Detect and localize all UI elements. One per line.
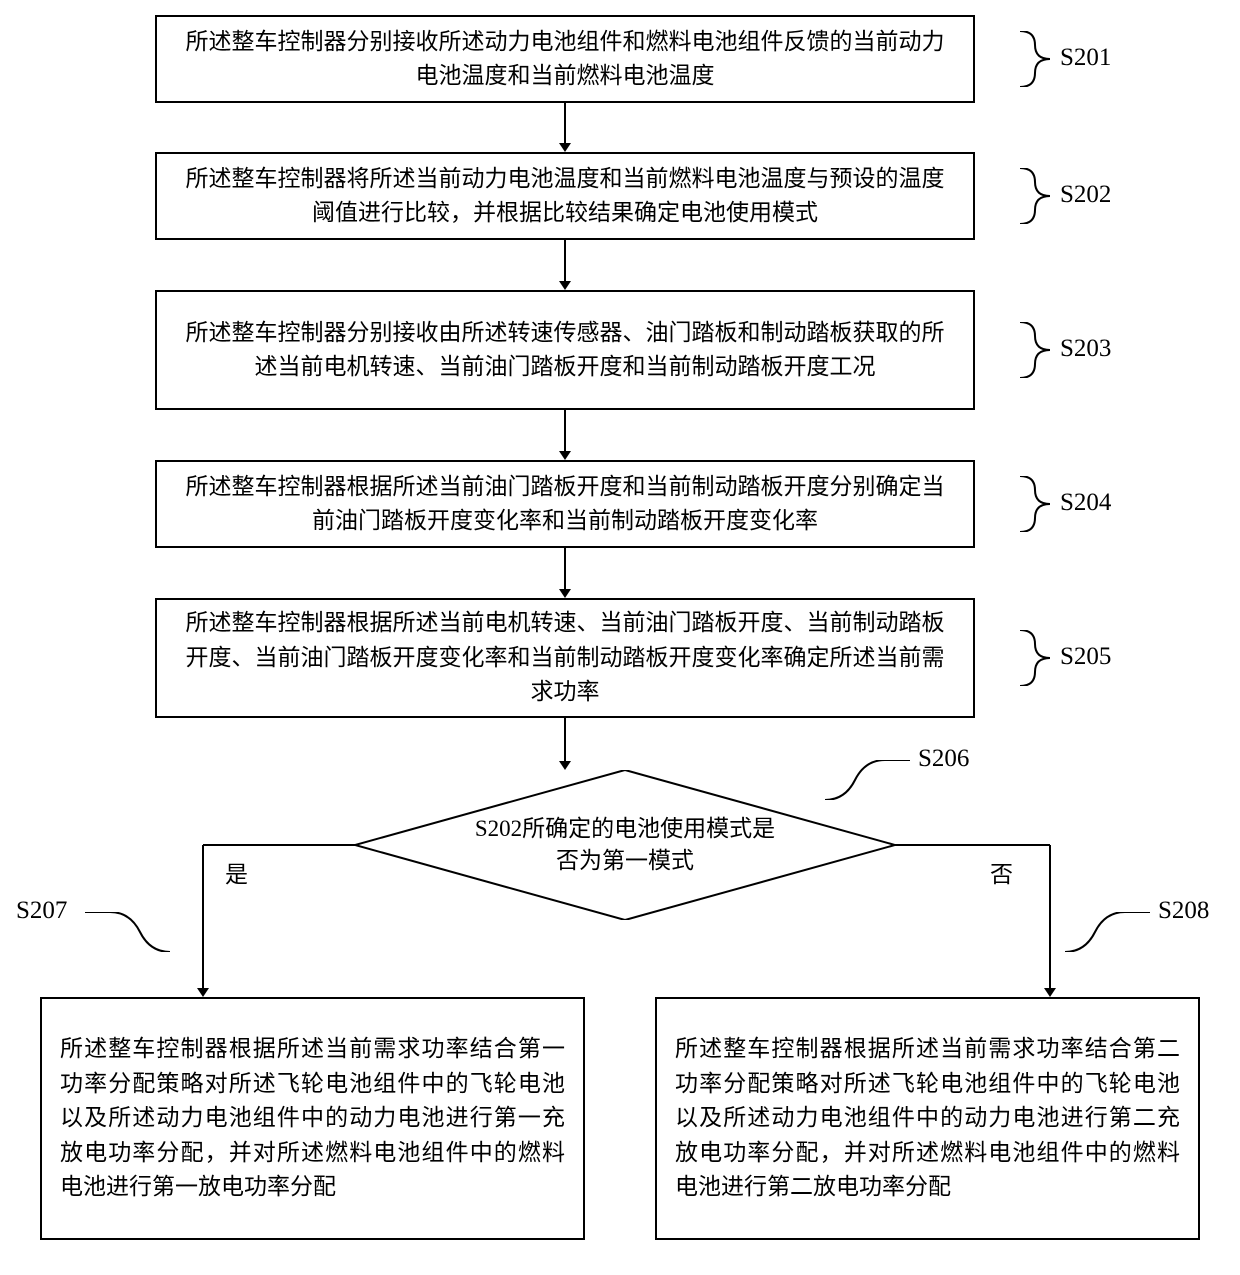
step-s204-text: 所述整车控制器根据所述当前油门踏板开度和当前制动踏板开度分别确定当前油门踏板开度…: [175, 470, 955, 539]
step-s201-text: 所述整车控制器分别接收所述动力电池组件和燃料电池组件反馈的当前动力电池温度和当前…: [175, 25, 955, 94]
bracket-s205: [1020, 630, 1050, 686]
connector-s207: [85, 912, 170, 952]
connector-s208: [1065, 912, 1150, 952]
step-s205: 所述整车控制器根据所述当前电机转速、当前油门踏板开度、当前制动踏板开度、当前油门…: [155, 598, 975, 718]
label-s208: S208: [1158, 897, 1209, 925]
step-s203: 所述整车控制器分别接收由所述转速传感器、油门踏板和制动踏板获取的所述当前电机转速…: [155, 290, 975, 410]
branch-s208-text: 所述整车控制器根据所述当前需求功率结合第二功率分配策略对所述飞轮电池组件中的飞轮…: [675, 1032, 1180, 1205]
decision-s206: S202所确定的电池使用模式是否为第一模式: [355, 770, 895, 920]
arrow-s202-s203: [557, 240, 573, 290]
label-s207: S207: [16, 897, 67, 925]
label-s205: S205: [1060, 643, 1111, 671]
arrow-yes: [195, 837, 365, 997]
label-s206: S206: [918, 745, 969, 773]
connector-s206: [825, 760, 910, 800]
branch-s207-text: 所述整车控制器根据所述当前需求功率结合第一功率分配策略对所述飞轮电池组件中的飞轮…: [60, 1032, 565, 1205]
step-s203-text: 所述整车控制器分别接收由所述转速传感器、油门踏板和制动踏板获取的所述当前电机转速…: [175, 316, 955, 385]
label-s202: S202: [1060, 181, 1111, 209]
bracket-s204: [1020, 476, 1050, 532]
arrow-s201-s202: [557, 103, 573, 152]
label-s201: S201: [1060, 44, 1111, 72]
bracket-s201: [1020, 31, 1050, 87]
arrow-no: [895, 837, 1065, 997]
arrow-s204-s205: [557, 548, 573, 598]
arrow-s205-s206: [557, 718, 573, 770]
step-s202-text: 所述整车控制器将所述当前动力电池温度和当前燃料电池温度与预设的温度阈值进行比较，…: [175, 162, 955, 231]
step-s204: 所述整车控制器根据所述当前油门踏板开度和当前制动踏板开度分别确定当前油门踏板开度…: [155, 460, 975, 548]
branch-s207: 所述整车控制器根据所述当前需求功率结合第一功率分配策略对所述飞轮电池组件中的飞轮…: [40, 997, 585, 1240]
flowchart-container: 所述整车控制器分别接收所述动力电池组件和燃料电池组件反馈的当前动力电池温度和当前…: [0, 0, 1240, 1275]
bracket-s202: [1020, 168, 1050, 224]
no-label: 否: [990, 855, 1013, 889]
arrow-s203-s204: [557, 410, 573, 460]
decision-s206-text: S202所确定的电池使用模式是否为第一模式: [465, 813, 785, 877]
step-s201: 所述整车控制器分别接收所述动力电池组件和燃料电池组件反馈的当前动力电池温度和当前…: [155, 15, 975, 103]
label-s203: S203: [1060, 335, 1111, 363]
step-s202: 所述整车控制器将所述当前动力电池温度和当前燃料电池温度与预设的温度阈值进行比较，…: [155, 152, 975, 240]
branch-s208: 所述整车控制器根据所述当前需求功率结合第二功率分配策略对所述飞轮电池组件中的飞轮…: [655, 997, 1200, 1240]
yes-label: 是: [225, 855, 248, 889]
label-s204: S204: [1060, 489, 1111, 517]
bracket-s203: [1020, 322, 1050, 378]
step-s205-text: 所述整车控制器根据所述当前电机转速、当前油门踏板开度、当前制动踏板开度、当前油门…: [175, 606, 955, 710]
